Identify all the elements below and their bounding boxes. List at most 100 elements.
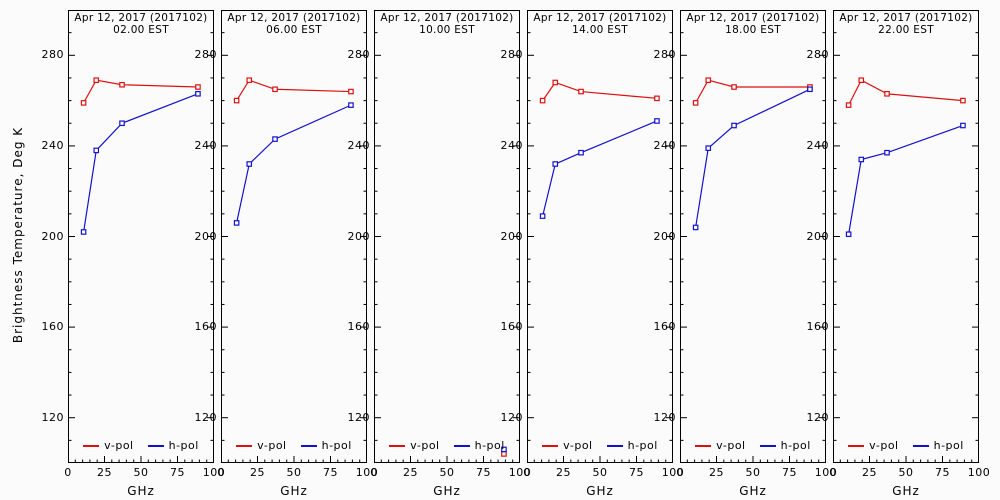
chart-panel: Apr 12, 2017 (2017102) 06.00 EST 120 160 200… [195,10,378,498]
v-pol-marker [705,77,712,84]
v-pol-marker [960,97,966,104]
y-tick-label: 280 [347,48,370,62]
x-tick-label: 0 [676,466,684,479]
y-tick-label: 120 [500,410,523,424]
v-pol-legend-label: v-pol [410,439,440,452]
x-tick-label: 75 [935,466,950,479]
legend-item-v-pol: v-pol [389,439,439,452]
y-tick-label: 160 [653,320,676,334]
x-tick-label: 100 [814,466,838,479]
panel-legend: v-pol h-pol [527,439,673,452]
y-tick-label: 280 [806,48,829,62]
x-tick-label: 25 [250,466,265,479]
y-tick-label: 240 [653,138,676,152]
h-pol-marker [501,446,507,453]
panel-title-date: Apr 12, 2017 (2017102) [839,12,973,24]
v-pol-marker [654,95,660,102]
v-pol-legend-label: v-pol [716,439,746,452]
h-pol-legend-label: h-pol [474,439,505,452]
x-axis-title: GHz [892,484,920,498]
panel-plot-svg [68,10,214,463]
v-pol-line [848,79,963,106]
v-pol-legend-swatch [542,444,559,447]
legend-item-h-pol: h-pol [300,439,352,452]
h-pol-marker [348,102,354,108]
panel-title: Apr 12, 2017 (2017102) 18.00 EST [674,12,832,36]
h-pol-marker [807,86,813,93]
y-tick-label: 280 [500,48,523,62]
x-tick-label: 100 [508,466,532,479]
y-tick-label: 120 [194,410,217,424]
v-pol-line [83,79,198,104]
x-tick-label: 100 [202,466,226,479]
v-pol-marker [233,97,240,104]
v-pol-marker [93,77,100,84]
h-pol-marker [246,161,253,167]
h-pol-marker [884,149,890,156]
legend-item-v-pol: v-pol [83,439,133,452]
v-pol-marker [272,86,278,93]
y-tick-label: 200 [194,229,217,243]
h-pol-marker [233,220,240,226]
chart-panel: Apr 12, 2017 (2017102) 18.00 EST 120 160 200… [654,10,837,498]
x-tick-label: 0 [217,466,225,479]
x-tick-label: 25 [97,466,112,479]
panel-title-date: Apr 12, 2017 (2017102) [533,12,667,24]
v-pol-legend-swatch [695,444,712,447]
h-pol-legend-swatch [759,444,776,447]
v-pol-marker [119,81,125,88]
x-tick-label: 100 [661,466,685,479]
h-pol-legend-label: h-pol [627,439,658,452]
panel-plot-svg [680,10,826,463]
h-pol-marker [272,136,278,142]
panel-title: Apr 12, 2017 (2017102) 22.00 EST [827,12,985,36]
v-pol-legend-label: v-pol [257,439,287,452]
h-pol-line [848,124,964,235]
panel-title: Apr 12, 2017 (2017102) 06.00 EST [215,12,373,36]
x-tick-label: 25 [862,466,877,479]
v-pol-line [695,79,810,104]
v-pol-line [236,79,351,101]
x-tick-label: 75 [170,466,185,479]
x-axis-title: GHz [127,484,155,498]
y-tick-label: 160 [806,320,829,334]
h-pol-marker [858,156,865,163]
x-tick-label: 0 [523,466,531,479]
legend-item-v-pol: v-pol [236,439,286,452]
v-pol-marker [501,451,507,457]
v-pol-legend-label: v-pol [563,439,593,452]
x-tick-label: 100 [967,466,991,479]
legend-item-h-pol: h-pol [759,439,811,452]
v-pol-marker [858,77,865,84]
x-tick-label: 0 [64,466,72,479]
panel-legend: v-pol h-pol [221,439,367,452]
y-tick-label: 160 [500,320,523,334]
h-pol-line [542,120,658,217]
y-tick-label: 200 [500,229,523,243]
panel-plot-svg [374,10,520,463]
x-tick-label: 50 [592,466,608,479]
legend-item-h-pol: h-pol [147,439,199,452]
chart-panel: Apr 12, 2017 (2017102) 02.00 EST 120 160 200… [42,10,225,498]
panel-title-time: 18.00 EST [725,24,781,36]
panel-title-date: Apr 12, 2017 (2017102) [686,12,820,24]
panel-legend: v-pol h-pol [374,439,520,452]
y-tick-label: 160 [347,320,370,334]
v-pol-legend-swatch [848,444,865,447]
x-axis-title: GHz [586,484,614,498]
x-tick-label: 50 [133,466,149,479]
legend-item-v-pol: v-pol [695,439,745,452]
panel-plot-svg [221,10,367,463]
chart-panel: Apr 12, 2017 (2017102) 10.00 EST 120 160 200… [348,10,531,498]
panel-frame [833,10,979,463]
x-tick-label: 75 [782,466,797,479]
y-tick-label: 200 [653,229,676,243]
y-tick-label: 200 [806,229,829,243]
y-tick-label: 120 [806,410,829,424]
v-pol-marker [692,100,699,106]
h-pol-marker [731,122,737,129]
panel-title: Apr 12, 2017 (2017102) 14.00 EST [521,12,679,36]
v-pol-marker [195,84,201,90]
h-pol-marker [80,229,87,235]
